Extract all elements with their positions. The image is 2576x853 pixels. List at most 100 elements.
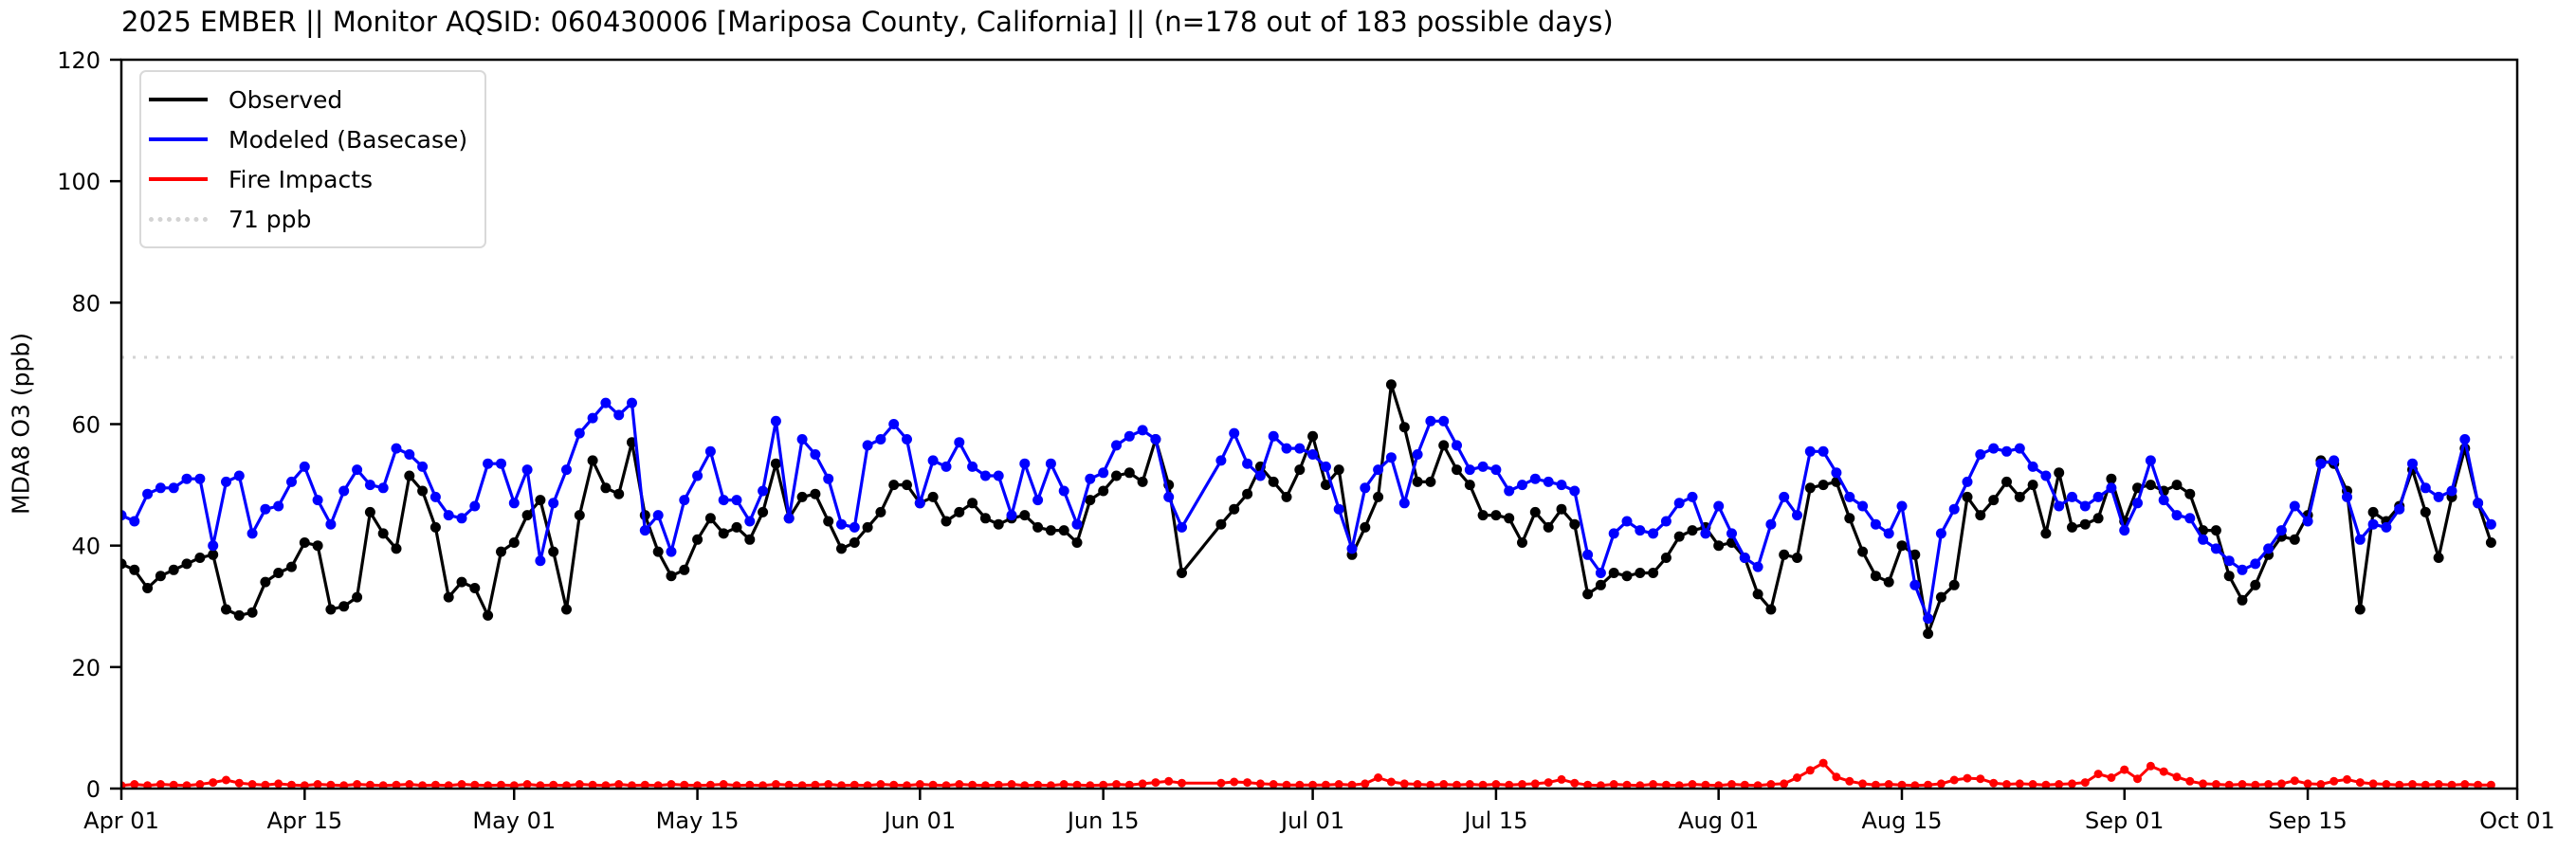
series-marker <box>837 781 846 789</box>
series-marker <box>732 781 741 789</box>
series-marker <box>1124 780 1134 789</box>
series-marker <box>2027 480 2038 491</box>
series-marker <box>1621 571 1633 582</box>
series-marker <box>2171 510 2183 521</box>
series-marker <box>811 780 820 789</box>
series-marker <box>2276 779 2286 789</box>
series-marker <box>2184 488 2196 499</box>
series-marker <box>614 780 624 789</box>
series-marker <box>652 510 664 521</box>
series-marker <box>875 434 886 445</box>
series-marker <box>168 564 179 575</box>
series-marker <box>2316 780 2326 789</box>
series-marker <box>2002 780 2011 789</box>
series-marker <box>1413 780 1422 789</box>
series-marker <box>1621 516 1633 527</box>
series-marker <box>1215 518 1227 530</box>
legend-label: 71 ppb <box>228 205 312 233</box>
series-marker <box>836 543 847 554</box>
series-marker <box>2290 776 2299 786</box>
series-marker <box>824 780 833 789</box>
series-marker <box>1804 445 1816 457</box>
series-marker <box>121 510 127 521</box>
series-marker <box>1425 415 1436 426</box>
series-marker <box>680 780 689 789</box>
series-marker <box>130 780 139 789</box>
series-marker <box>1857 546 1869 557</box>
series-marker <box>404 449 415 460</box>
series-marker <box>640 780 649 789</box>
series-marker <box>353 780 362 789</box>
series-marker <box>1281 491 1292 502</box>
series-marker <box>1374 773 1383 782</box>
series-marker <box>1045 525 1056 536</box>
series-marker <box>1818 445 1829 457</box>
series-marker <box>496 458 506 469</box>
series-marker <box>2367 518 2379 530</box>
legend-swatch-solid <box>149 98 208 101</box>
series-marker <box>338 601 350 612</box>
series-marker <box>1504 485 1515 497</box>
series-marker <box>1111 440 1122 451</box>
series-marker <box>2446 485 2457 497</box>
series-marker <box>1649 780 1658 789</box>
series-marker <box>2171 480 2183 491</box>
series-marker <box>1832 772 1841 782</box>
series-marker <box>2028 780 2037 789</box>
series-marker <box>483 609 494 621</box>
series-marker <box>1071 518 1083 530</box>
series-marker <box>1020 781 1030 789</box>
series-marker <box>1019 458 1031 469</box>
series-marker <box>1478 780 1488 789</box>
series-marker <box>2433 553 2444 563</box>
series-marker <box>1780 779 1789 789</box>
series-marker <box>1805 766 1815 775</box>
series-marker <box>1792 510 1802 521</box>
series-marker <box>1439 780 1449 789</box>
series-marker <box>1701 780 1710 789</box>
x-axis-tick-label: May 01 <box>472 808 556 834</box>
series-marker <box>1282 780 1291 789</box>
x-axis-tick-label: Aug 01 <box>1678 808 1759 834</box>
series-marker <box>2133 774 2142 784</box>
series-marker <box>1465 780 1474 789</box>
series-marker <box>954 506 965 517</box>
series-marker <box>1229 427 1240 439</box>
series-marker <box>1373 491 1384 502</box>
series-marker <box>2315 458 2327 469</box>
series-marker <box>1058 485 1069 497</box>
series-marker <box>287 780 296 789</box>
series-marker <box>2172 772 2182 782</box>
series-marker <box>1412 449 1423 460</box>
series-marker <box>2354 604 2366 615</box>
series-marker <box>456 513 467 524</box>
series-marker <box>1765 604 1777 615</box>
series-marker <box>1320 480 1331 491</box>
series-marker <box>286 561 297 572</box>
series-marker <box>1948 503 1960 515</box>
series-marker <box>509 781 519 789</box>
series-marker <box>1779 549 1790 560</box>
series-marker <box>2302 516 2313 527</box>
series-marker <box>1333 503 1344 515</box>
series-marker <box>2199 779 2208 789</box>
x-axis-tick-label: Jun 15 <box>1066 808 1140 834</box>
series-marker <box>862 521 873 533</box>
series-marker <box>587 455 598 466</box>
series-marker <box>2210 525 2221 536</box>
series-marker <box>1086 781 1095 789</box>
series-marker <box>849 537 860 548</box>
series-marker <box>1793 773 1801 782</box>
series-marker <box>1255 779 1265 789</box>
series-marker <box>155 482 166 494</box>
series-marker <box>1687 525 1698 536</box>
series-marker <box>941 516 952 527</box>
series-marker <box>429 491 441 502</box>
series-marker <box>1661 780 1671 789</box>
series-marker <box>967 461 978 472</box>
series-marker <box>364 506 375 517</box>
series-marker <box>1556 480 1567 491</box>
series-marker <box>1112 780 1121 789</box>
series-marker <box>758 781 768 789</box>
series-marker <box>744 516 756 527</box>
